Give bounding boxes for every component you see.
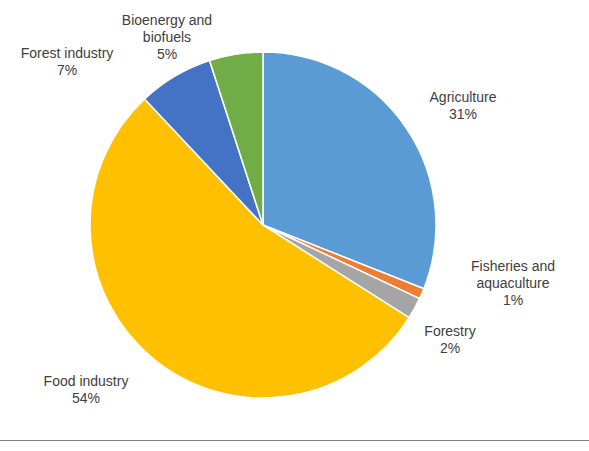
pie-slice bbox=[210, 52, 263, 225]
slice-label: Food industry bbox=[44, 373, 129, 389]
slice-label: Fisheries andaquaculture bbox=[471, 258, 555, 291]
slice-value-label: 7% bbox=[57, 62, 77, 78]
slice-value-label: 2% bbox=[440, 340, 460, 356]
slice-label: Forest industry bbox=[21, 45, 114, 61]
pie-chart: Agriculture31% Fisheries andaquaculture1%… bbox=[0, 0, 589, 451]
slice-value-label: 5% bbox=[157, 46, 177, 62]
slice-label: Agriculture bbox=[430, 89, 497, 105]
slices bbox=[90, 52, 436, 398]
slice-value-label: 1% bbox=[503, 292, 523, 308]
chart-container: Agriculture31% Fisheries andaquaculture1%… bbox=[0, 0, 589, 451]
frame-line bbox=[0, 440, 589, 441]
background bbox=[0, 0, 589, 451]
slice-label: Forestry bbox=[424, 323, 475, 339]
slice-value-label: 54% bbox=[72, 390, 100, 406]
slice-label: Bioenergy andbiofuels bbox=[122, 12, 212, 45]
slice-value-label: 31% bbox=[449, 106, 477, 122]
data-labels: Agriculture31% Fisheries andaquaculture1%… bbox=[21, 12, 555, 407]
